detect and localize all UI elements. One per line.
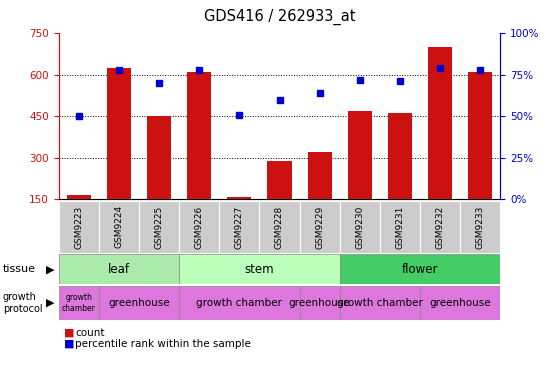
Text: growth chamber: growth chamber xyxy=(337,298,423,308)
Bar xyxy=(420,286,500,320)
Text: greenhouse: greenhouse xyxy=(108,298,170,308)
Bar xyxy=(67,195,91,199)
Text: leaf: leaf xyxy=(108,263,130,276)
Bar xyxy=(340,201,380,253)
Bar xyxy=(468,72,492,199)
Bar xyxy=(267,161,292,199)
Bar xyxy=(147,116,171,199)
Text: ▶: ▶ xyxy=(46,264,55,274)
Text: tissue: tissue xyxy=(3,264,36,274)
Bar xyxy=(300,286,340,320)
Text: ■: ■ xyxy=(64,339,75,349)
Bar xyxy=(340,254,500,284)
Text: GSM9233: GSM9233 xyxy=(476,205,485,249)
Text: ■: ■ xyxy=(64,328,75,338)
Text: greenhouse: greenhouse xyxy=(289,298,350,308)
Bar xyxy=(179,254,340,284)
Text: GSM9230: GSM9230 xyxy=(356,205,364,249)
Text: count: count xyxy=(75,328,105,338)
Text: GSM9228: GSM9228 xyxy=(275,205,284,249)
Text: GSM9227: GSM9227 xyxy=(235,205,244,249)
Text: flower: flower xyxy=(402,263,438,276)
Text: growth chamber: growth chamber xyxy=(196,298,282,308)
Bar xyxy=(388,113,412,199)
Text: stem: stem xyxy=(245,263,274,276)
Bar xyxy=(307,152,331,199)
Bar xyxy=(340,286,420,320)
Text: GSM9232: GSM9232 xyxy=(435,205,444,249)
Bar xyxy=(59,201,99,253)
Bar xyxy=(179,286,300,320)
Bar xyxy=(300,201,340,253)
Bar xyxy=(139,201,179,253)
Bar xyxy=(460,201,500,253)
Bar xyxy=(179,201,219,253)
Bar xyxy=(219,201,259,253)
Bar xyxy=(59,254,179,284)
Text: growth
chamber: growth chamber xyxy=(62,293,96,313)
Bar xyxy=(259,201,300,253)
Bar xyxy=(348,111,372,199)
Text: growth
protocol: growth protocol xyxy=(3,292,42,314)
Bar xyxy=(99,201,139,253)
Text: greenhouse: greenhouse xyxy=(429,298,491,308)
Text: GSM9229: GSM9229 xyxy=(315,205,324,249)
Bar xyxy=(107,68,131,199)
Text: GSM9224: GSM9224 xyxy=(115,205,124,249)
Bar xyxy=(380,201,420,253)
Text: GSM9226: GSM9226 xyxy=(195,205,203,249)
Text: GSM9223: GSM9223 xyxy=(74,205,83,249)
Bar xyxy=(420,201,460,253)
Text: ▶: ▶ xyxy=(46,298,55,308)
Text: percentile rank within the sample: percentile rank within the sample xyxy=(75,339,252,349)
Bar xyxy=(428,47,452,199)
Text: GSM9231: GSM9231 xyxy=(395,205,405,249)
Bar xyxy=(228,197,252,199)
Bar xyxy=(99,286,179,320)
Text: GDS416 / 262933_at: GDS416 / 262933_at xyxy=(203,9,356,25)
Bar xyxy=(187,72,211,199)
Text: GSM9225: GSM9225 xyxy=(154,205,164,249)
Bar xyxy=(59,286,99,320)
